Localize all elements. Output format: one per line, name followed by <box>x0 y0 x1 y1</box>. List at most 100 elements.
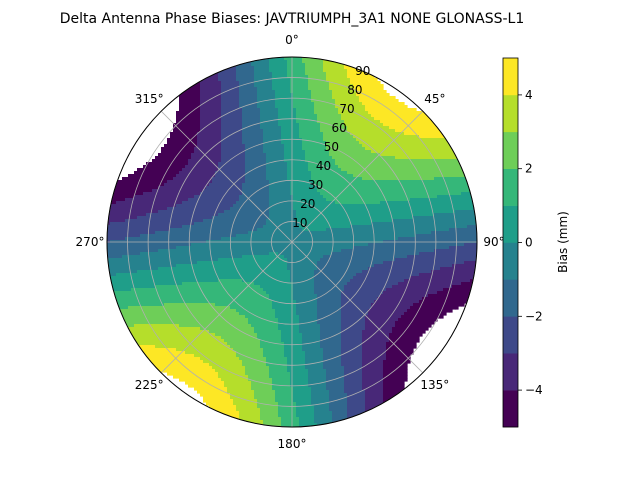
contour-cell <box>203 57 207 61</box>
contour-cell <box>260 150 264 154</box>
contour-cell <box>269 126 273 130</box>
contour-cell <box>287 105 291 109</box>
contour-cell <box>197 135 201 139</box>
contour-cell <box>194 84 198 88</box>
contour-cell <box>347 144 351 148</box>
contour-cell <box>188 114 192 118</box>
contour-cell <box>332 126 336 130</box>
contour-cell <box>212 159 216 163</box>
contour-cell <box>386 93 390 97</box>
contour-cell <box>347 147 351 151</box>
contour-cell <box>263 144 267 148</box>
contour-cell <box>359 159 363 163</box>
contour-cell <box>296 162 300 166</box>
contour-cell <box>269 111 273 115</box>
contour-cell <box>257 159 261 163</box>
contour-cell <box>215 96 219 100</box>
contour-cell <box>212 99 216 103</box>
contour-cell <box>221 96 225 100</box>
contour-cell <box>455 159 459 163</box>
contour-cell <box>203 60 207 64</box>
contour-cell <box>362 147 366 151</box>
contour-cell <box>209 60 213 64</box>
contour-cell <box>293 69 297 73</box>
contour-cell <box>212 123 216 127</box>
contour-cell <box>194 138 198 142</box>
contour-cell <box>224 87 228 91</box>
contour-cell <box>263 66 267 70</box>
contour-cell <box>206 132 210 136</box>
contour-cell <box>467 171 471 175</box>
contour-cell <box>344 69 348 73</box>
contour-cell <box>404 156 408 160</box>
contour-cell <box>338 138 342 142</box>
contour-cell <box>320 123 324 127</box>
contour-cell <box>344 114 348 118</box>
contour-cell <box>335 123 339 127</box>
contour-cell <box>380 84 384 88</box>
contour-cell <box>467 120 471 124</box>
contour-cell <box>257 150 261 154</box>
contour-cell <box>434 117 438 121</box>
contour-cell <box>416 120 420 124</box>
contour-cell <box>254 159 258 163</box>
contour-cell <box>200 147 204 151</box>
contour-cell <box>215 114 219 118</box>
contour-cell <box>218 60 222 64</box>
contour-cell <box>275 117 279 121</box>
contour-cell <box>329 75 333 79</box>
contour-cell <box>230 102 234 106</box>
contour-cell <box>188 135 192 139</box>
contour-cell <box>365 99 369 103</box>
contour-cell <box>428 138 432 142</box>
contour-cell <box>215 90 219 94</box>
contour-cell <box>293 114 297 118</box>
contour-cell <box>281 93 285 97</box>
contour-cell <box>353 81 357 85</box>
contour-cell <box>308 129 312 133</box>
contour-cell <box>323 111 327 115</box>
contour-cell <box>215 162 219 166</box>
contour-cell <box>200 162 204 166</box>
contour-cell <box>311 159 315 163</box>
contour-cell <box>476 195 477 199</box>
contour-cell <box>305 114 309 118</box>
contour-cell <box>251 135 255 139</box>
contour-cell <box>338 144 342 148</box>
contour-cell <box>461 120 465 124</box>
contour-cell <box>332 69 336 73</box>
contour-cell <box>173 135 177 139</box>
contour-cell <box>314 132 318 136</box>
contour-cell <box>194 120 198 124</box>
contour-cell <box>407 108 411 112</box>
contour-cell <box>281 78 285 82</box>
contour-cell <box>344 66 348 70</box>
contour-cell <box>269 78 273 82</box>
contour-cell <box>302 156 306 160</box>
contour-cell <box>317 90 321 94</box>
contour-cell <box>353 105 357 109</box>
contour-cell <box>311 99 315 103</box>
contour-cell <box>395 114 399 118</box>
contour-cell <box>266 126 270 130</box>
contour-cell <box>416 135 420 139</box>
contour-cell <box>296 99 300 103</box>
contour-cell <box>227 57 231 61</box>
contour-cell <box>284 111 288 115</box>
contour-cell <box>332 138 336 142</box>
contour-cell <box>380 99 384 103</box>
contour-cell <box>278 81 282 85</box>
contour-cell <box>248 153 252 157</box>
contour-cell <box>251 120 255 124</box>
contour-cell <box>212 111 216 115</box>
contour-cell <box>215 105 219 109</box>
contour-cell <box>458 138 462 142</box>
contour-cell <box>176 156 180 160</box>
contour-cell <box>425 126 429 130</box>
contour-cell <box>407 153 411 157</box>
contour-cell <box>275 99 279 103</box>
contour-cell <box>191 132 195 136</box>
contour-cell <box>188 126 192 130</box>
contour-cell <box>296 135 300 139</box>
contour-cell <box>431 156 435 160</box>
